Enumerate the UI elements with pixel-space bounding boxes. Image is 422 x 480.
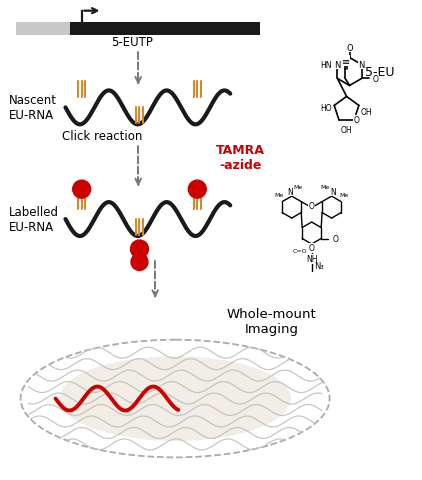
Text: Nascent
EU-RNA: Nascent EU-RNA	[9, 94, 57, 122]
Circle shape	[130, 240, 149, 258]
Text: Me: Me	[294, 184, 303, 189]
Text: O: O	[332, 235, 338, 243]
Bar	[16, 23, 70, 36]
Text: Me: Me	[274, 192, 284, 197]
Text: O: O	[309, 202, 315, 211]
Circle shape	[73, 181, 91, 199]
Text: N: N	[287, 187, 292, 196]
Ellipse shape	[59, 357, 291, 441]
Text: N: N	[331, 187, 336, 196]
Text: HN: HN	[320, 61, 331, 70]
Text: NH: NH	[306, 255, 317, 264]
Text: Labelled
EU-RNA: Labelled EU-RNA	[9, 205, 59, 234]
Text: N₃: N₃	[314, 262, 323, 271]
Text: Me: Me	[340, 192, 349, 197]
Text: ≡: ≡	[341, 57, 349, 66]
Text: C=O: C=O	[293, 249, 308, 254]
Text: OH: OH	[361, 108, 373, 117]
Bar	[70, 23, 260, 36]
Text: OH: OH	[341, 126, 352, 135]
Text: Whole-mount
Imaging: Whole-mount Imaging	[227, 307, 316, 335]
Text: N: N	[334, 61, 341, 70]
Text: 5-EU: 5-EU	[365, 65, 395, 78]
Text: N: N	[358, 61, 365, 70]
Text: O: O	[346, 44, 353, 53]
Text: HO: HO	[321, 104, 332, 113]
Text: O: O	[309, 244, 315, 253]
Text: TAMRA
-azide: TAMRA -azide	[216, 144, 265, 172]
Text: O: O	[353, 116, 359, 125]
Text: Me: Me	[320, 184, 330, 189]
Circle shape	[131, 254, 148, 271]
Text: O: O	[373, 75, 379, 84]
Text: 5-EUTP: 5-EUTP	[111, 36, 153, 48]
Text: Click reaction: Click reaction	[62, 130, 143, 143]
Circle shape	[188, 181, 206, 199]
